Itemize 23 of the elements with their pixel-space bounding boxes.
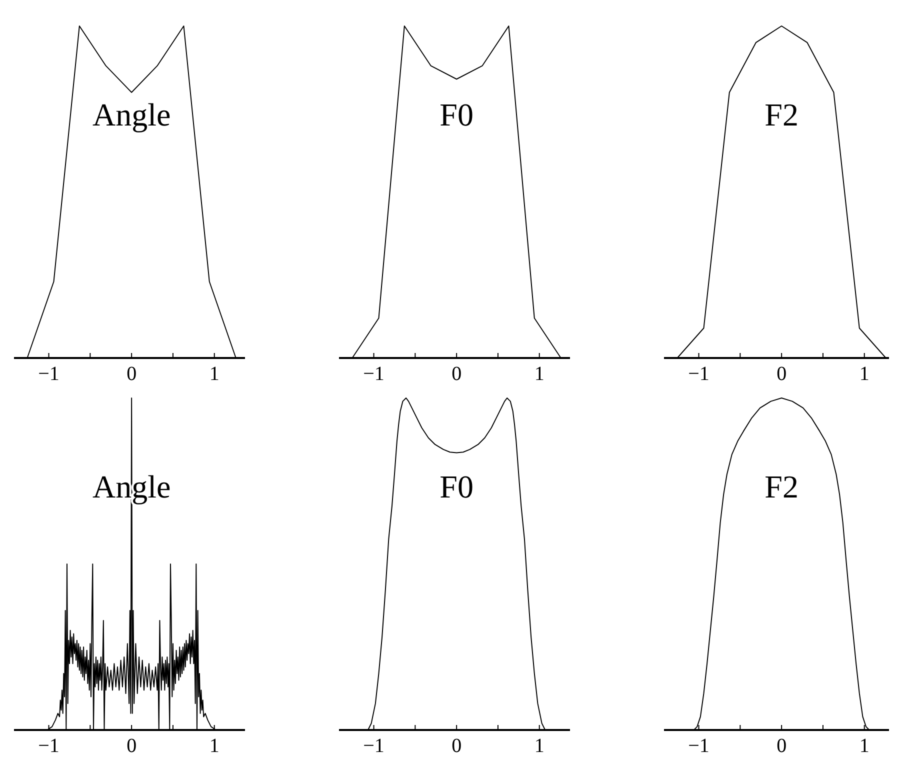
x-tick-label: −1 bbox=[688, 735, 710, 757]
x-tick-label: −1 bbox=[688, 363, 710, 385]
x-tick-label: 0 bbox=[126, 735, 137, 757]
x-tick-label: −1 bbox=[363, 363, 384, 385]
text: F2 bbox=[764, 96, 798, 133]
x-tick-label: −1 bbox=[363, 735, 384, 757]
x-tick-label: 1 bbox=[209, 735, 220, 757]
text: F0 bbox=[440, 468, 474, 505]
x-tick-label: 1 bbox=[859, 735, 870, 757]
x-tick-label: 1 bbox=[534, 363, 544, 385]
x-tick-label: 0 bbox=[776, 735, 787, 757]
x-tick-label: −1 bbox=[38, 735, 60, 757]
text: Angle bbox=[92, 96, 171, 133]
x-tick-label: −1 bbox=[38, 363, 60, 385]
x-tick-label: 1 bbox=[209, 363, 220, 385]
text: F0 bbox=[440, 96, 474, 133]
x-tick-label: 0 bbox=[776, 363, 787, 385]
text: F2 bbox=[764, 468, 798, 505]
x-tick-label: 0 bbox=[452, 735, 462, 757]
x-tick-label: 1 bbox=[859, 363, 870, 385]
x-tick-label: 1 bbox=[534, 735, 544, 757]
x-tick-label: 0 bbox=[126, 363, 137, 385]
x-tick-label: 0 bbox=[452, 363, 462, 385]
